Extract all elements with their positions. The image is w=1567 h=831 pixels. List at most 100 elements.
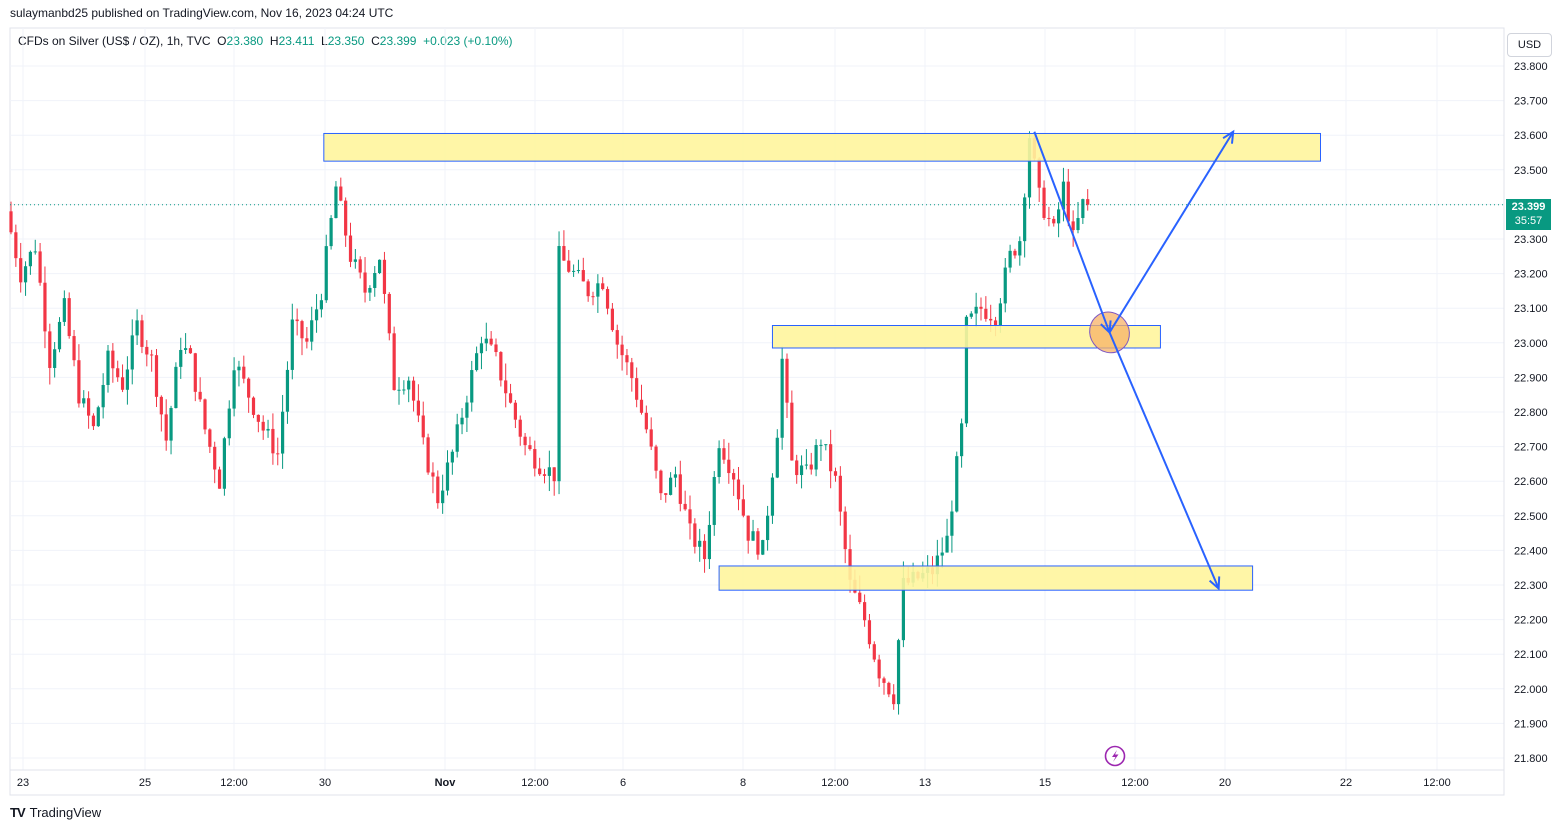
candle-body xyxy=(23,266,28,283)
candle-body xyxy=(780,358,784,438)
candle-body xyxy=(125,369,129,390)
trend-arrow-line[interactable] xyxy=(1108,131,1235,333)
symbol-title[interactable]: CFDs on Silver (US$ / OZ), 1h, TVC xyxy=(18,34,211,48)
candle-body xyxy=(727,459,731,474)
time-tick-label: 25 xyxy=(139,777,151,789)
time-tick-label: 30 xyxy=(319,777,331,789)
price-tick-label: 22.900 xyxy=(1514,372,1548,384)
price-tick-label: 22.800 xyxy=(1514,407,1548,419)
candle-body xyxy=(639,399,644,413)
candle-body xyxy=(630,362,634,379)
candle-body xyxy=(256,414,260,422)
zone-rectangle[interactable] xyxy=(718,565,1254,591)
candle-body xyxy=(261,421,265,431)
price-tick-label: 23.300 xyxy=(1514,234,1548,246)
candle-body xyxy=(702,540,707,560)
candle-body xyxy=(528,445,532,450)
candle-body xyxy=(465,402,469,418)
candle-body xyxy=(116,368,120,378)
zone-rectangle[interactable] xyxy=(771,325,1161,349)
zone-rectangle[interactable] xyxy=(323,132,1321,162)
candle-body xyxy=(120,377,125,390)
candle-body xyxy=(649,429,653,447)
candle-body xyxy=(499,352,503,381)
candle-body xyxy=(82,398,86,404)
candle-body xyxy=(615,330,619,345)
candle-body xyxy=(1071,221,1075,231)
price-tick-label: 22.700 xyxy=(1514,442,1548,454)
price-axis[interactable]: 23.80023.70023.60023.50023.40023.30023.2… xyxy=(1514,61,1548,765)
candle-body xyxy=(562,246,566,261)
candle-body xyxy=(91,415,96,427)
candle-body xyxy=(863,602,867,621)
lightning-icon[interactable] xyxy=(1104,745,1126,767)
candle-body xyxy=(358,259,362,273)
candle-body xyxy=(411,380,416,401)
bar-countdown: 35:57 xyxy=(1514,215,1543,227)
high-value: 23.411 xyxy=(278,34,315,48)
candle-body xyxy=(829,444,833,472)
candle-body xyxy=(387,293,391,334)
candle-body xyxy=(407,380,411,390)
open-value: 23.380 xyxy=(226,34,264,48)
candle-body xyxy=(717,448,721,478)
time-axis[interactable]: 23 25 12:00 30 Nov 12:00 6 8 12:00 13 15 12:00 20 22 1… xyxy=(17,777,1451,789)
candle-body xyxy=(154,355,159,397)
close-label: C xyxy=(371,34,380,48)
open-label: O xyxy=(217,34,227,48)
trend-arrow-line[interactable] xyxy=(1033,131,1111,333)
footer-brand[interactable]: TV TradingView xyxy=(10,805,101,820)
candle-body xyxy=(174,366,178,409)
candle-body xyxy=(877,659,881,679)
candle-body xyxy=(1008,250,1012,268)
candle-body xyxy=(339,186,343,201)
zones[interactable] xyxy=(323,132,1321,591)
candle-body xyxy=(819,444,823,446)
trend-arrow-line[interactable] xyxy=(1108,332,1220,589)
candle-body xyxy=(688,509,692,524)
candle-body xyxy=(523,436,527,446)
candle-body xyxy=(344,200,348,236)
candle-body xyxy=(450,451,454,463)
candle-body xyxy=(785,358,789,403)
candle-body xyxy=(955,456,959,512)
time-tick-label: 6 xyxy=(620,777,626,789)
time-tick-label: 13 xyxy=(919,777,931,789)
currency-button[interactable]: USD xyxy=(1507,33,1552,57)
candle-body xyxy=(96,407,100,427)
candle-body xyxy=(799,465,804,476)
candle-body xyxy=(746,515,750,541)
candle-body xyxy=(188,348,193,354)
candle-body xyxy=(625,355,629,363)
candle-body xyxy=(494,344,498,353)
price-tick-label: 22.300 xyxy=(1514,580,1548,592)
time-tick-label: Nov xyxy=(435,777,457,789)
candle-body xyxy=(756,531,760,555)
candle-body xyxy=(557,246,561,482)
candle-body xyxy=(416,400,420,416)
candle-body xyxy=(761,540,765,555)
price-tick-label: 22.500 xyxy=(1514,511,1548,523)
time-tick-label: 15 xyxy=(1039,777,1051,789)
candle-body xyxy=(964,316,969,424)
candle-body xyxy=(251,397,256,415)
arrows[interactable] xyxy=(1033,129,1235,591)
candle-body xyxy=(1066,181,1070,222)
candle-body xyxy=(766,515,770,541)
candle-body xyxy=(1013,250,1017,256)
time-tick-label: 20 xyxy=(1219,777,1231,789)
low-value: 23.350 xyxy=(327,34,365,48)
candle-body xyxy=(319,300,323,310)
candle-body xyxy=(882,678,886,683)
candle-body xyxy=(242,366,246,379)
candle-body xyxy=(1076,218,1080,231)
candle-body xyxy=(445,462,450,491)
candle-body xyxy=(770,477,775,516)
candle-body xyxy=(858,592,862,603)
candle-body xyxy=(43,282,47,332)
candle-body xyxy=(610,308,614,331)
candle-body xyxy=(300,321,304,339)
candle-body xyxy=(140,320,144,347)
candle-body xyxy=(28,251,32,267)
